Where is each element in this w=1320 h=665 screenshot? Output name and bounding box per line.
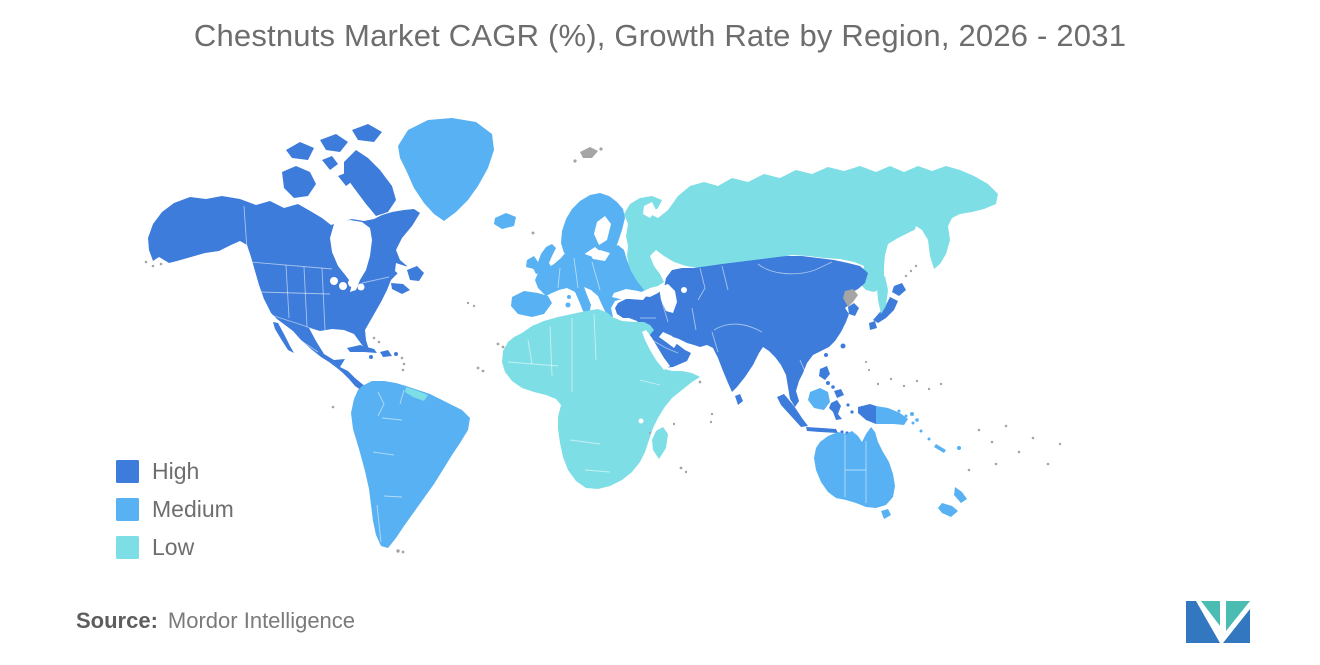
mordor-intelligence-logo <box>1186 601 1250 643</box>
source-value: Mordor Intelligence <box>167 608 356 633</box>
chart-title: Chestnuts Market CAGR (%), Growth Rate b… <box>193 18 1127 53</box>
legend-item-high: High <box>116 452 234 490</box>
region-asia <box>615 256 868 407</box>
legend: High Medium Low <box>116 452 234 566</box>
legend-item-low: Low <box>116 528 234 566</box>
legend-label-medium: Medium <box>152 495 234 522</box>
region-greenland-iceland <box>398 118 516 229</box>
legend-swatch-medium <box>116 497 139 521</box>
country-borders <box>243 205 867 543</box>
source-label: Source: <box>76 608 158 633</box>
legend-label-low: Low <box>152 533 195 560</box>
legend-item-medium: Medium <box>116 490 234 528</box>
region-south-america <box>351 381 470 548</box>
legend-swatch-low <box>116 535 139 559</box>
legend-swatch-high <box>116 459 139 483</box>
region-russia <box>624 166 998 292</box>
map-islands <box>144 147 1062 554</box>
region-guyanas <box>405 387 428 401</box>
legend-label-high: High <box>152 457 200 484</box>
source-line: Source: Mordor Intelligence <box>76 608 355 634</box>
region-north-america <box>148 124 420 391</box>
